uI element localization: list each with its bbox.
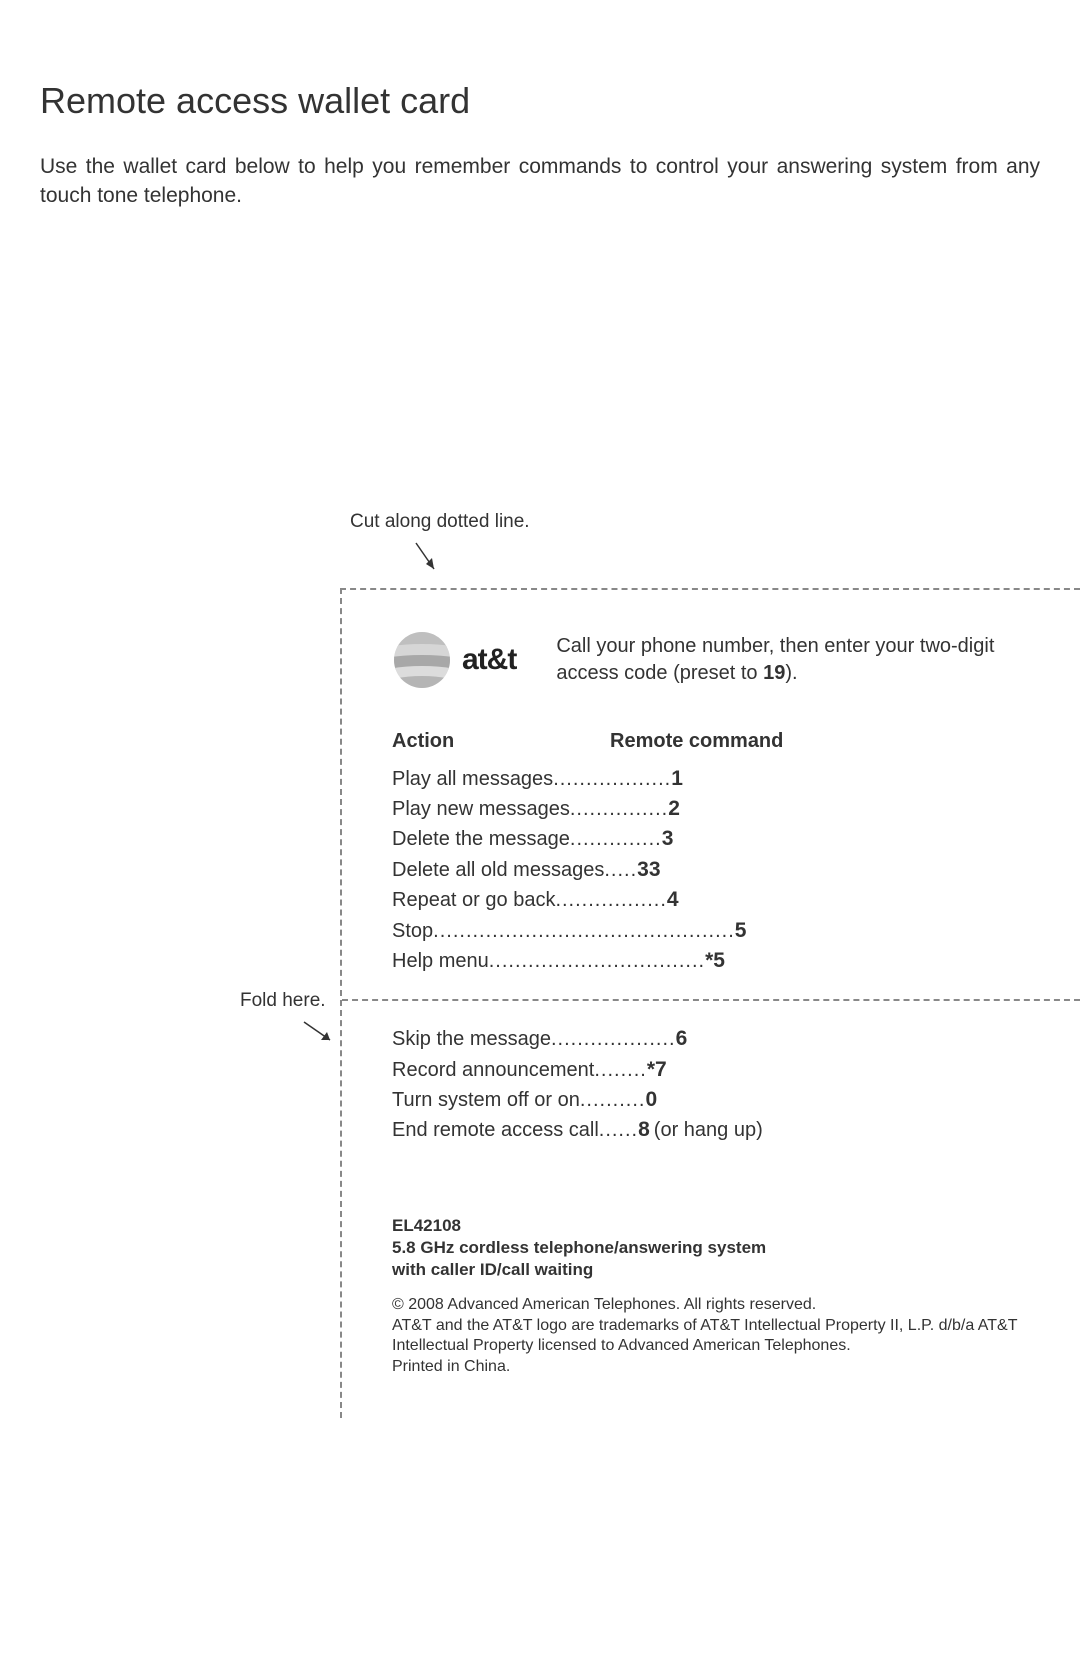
command-row: Play new messages...............2: [392, 795, 1030, 823]
command-action: Delete the message: [392, 826, 570, 853]
att-logo: at&t: [392, 630, 516, 690]
command-row: Turn system off or on..........0: [392, 1086, 1030, 1114]
command-row: Delete all old messages.....33: [392, 856, 1030, 884]
command-action: Play all messages: [392, 766, 553, 793]
legal-line2: AT&T and the AT&T logo are trademarks of…: [392, 1316, 1030, 1358]
fold-instruction-label: Fold here.: [240, 990, 326, 1012]
model-number: EL42108: [392, 1215, 1030, 1237]
command-code: 5: [735, 917, 747, 945]
call-instruction: Call your phone number, then enter your …: [556, 633, 1030, 687]
leader-dots: ......: [599, 1117, 638, 1144]
command-code: 6: [676, 1025, 688, 1053]
commands-bottom-group: Skip the message...................6 Reco…: [392, 1025, 1030, 1144]
command-row: Stop....................................…: [392, 917, 1030, 945]
header-action: Action: [392, 730, 610, 753]
command-code: 0: [645, 1086, 657, 1114]
leader-dots: ...................: [551, 1026, 676, 1053]
command-action: Turn system off or on: [392, 1087, 580, 1114]
command-row: Repeat or go back.................4: [392, 886, 1030, 914]
command-row: Play all messages..................1: [392, 765, 1030, 793]
table-header-row: Action Remote command: [392, 730, 1030, 753]
leader-dots: ...............: [570, 796, 668, 823]
command-action: End remote access call: [392, 1117, 599, 1144]
command-action: Help menu: [392, 948, 489, 975]
brand-row: at&t Call your phone number, then enter …: [392, 630, 1030, 690]
document-page: Remote access wallet card Use the wallet…: [0, 0, 1080, 1458]
instruction-suffix: ).: [785, 662, 797, 684]
leader-dots: .................................: [489, 948, 705, 975]
command-row: Help menu...............................…: [392, 947, 1030, 975]
legal-text: © 2008 Advanced American Telephones. All…: [392, 1295, 1030, 1378]
wallet-card-inner: at&t Call your phone number, then enter …: [342, 590, 1080, 1418]
command-code: *7: [647, 1056, 667, 1084]
card-wrapper: Fold here.: [40, 588, 1040, 1418]
intro-paragraph: Use the wallet card below to help you re…: [40, 152, 1040, 211]
fold-dashed-line: [342, 999, 1080, 1001]
command-suffix: (or hang up): [654, 1117, 763, 1144]
footer-block: EL42108 5.8 GHz cordless telephone/answe…: [392, 1215, 1030, 1378]
command-row: Record announcement........*7: [392, 1056, 1030, 1084]
att-globe-icon: [392, 630, 452, 690]
cut-instruction-label: Cut along dotted line.: [350, 511, 1040, 533]
command-row: End remote access call......8 (or hang u…: [392, 1116, 1030, 1144]
command-row: Skip the message...................6: [392, 1025, 1030, 1053]
header-command: Remote command: [610, 730, 783, 753]
model-desc-line1: 5.8 GHz cordless telephone/answering sys…: [392, 1237, 1030, 1259]
command-action: Delete all old messages: [392, 857, 604, 884]
legal-line3: Printed in China.: [392, 1357, 1030, 1378]
leader-dots: ..........: [580, 1087, 646, 1114]
commands-top-group: Play all messages..................1Play…: [392, 765, 1030, 975]
arrow-right-icon: [300, 1018, 340, 1053]
command-row: Delete the message..............3: [392, 825, 1030, 853]
command-action: Skip the message: [392, 1026, 551, 1053]
command-code: 2: [668, 795, 680, 823]
leader-dots: .....: [604, 857, 637, 884]
instruction-code: 19: [763, 662, 785, 684]
leader-dots: ..................: [553, 766, 671, 793]
command-code: 8: [638, 1116, 650, 1144]
legal-line1: © 2008 Advanced American Telephones. All…: [392, 1295, 1030, 1316]
command-action: Stop: [392, 918, 433, 945]
command-code: 33: [637, 856, 660, 884]
command-action: Repeat or go back: [392, 887, 555, 914]
wallet-card: at&t Call your phone number, then enter …: [340, 588, 1080, 1418]
command-action: Play new messages: [392, 796, 570, 823]
command-code: 4: [667, 886, 679, 914]
model-desc-line2: with caller ID/call waiting: [392, 1259, 1030, 1281]
leader-dots: ........: [594, 1057, 646, 1084]
leader-dots: ..............: [570, 826, 662, 853]
leader-dots: .................: [555, 887, 666, 914]
command-code: 1: [671, 765, 683, 793]
command-code: 3: [662, 825, 674, 853]
page-title: Remote access wallet card: [40, 80, 1040, 122]
command-code: *5: [705, 947, 725, 975]
command-action: Record announcement: [392, 1057, 594, 1084]
leader-dots: ........................................…: [433, 918, 735, 945]
arrow-down-icon: [410, 539, 1040, 584]
att-wordmark: at&t: [462, 643, 516, 677]
